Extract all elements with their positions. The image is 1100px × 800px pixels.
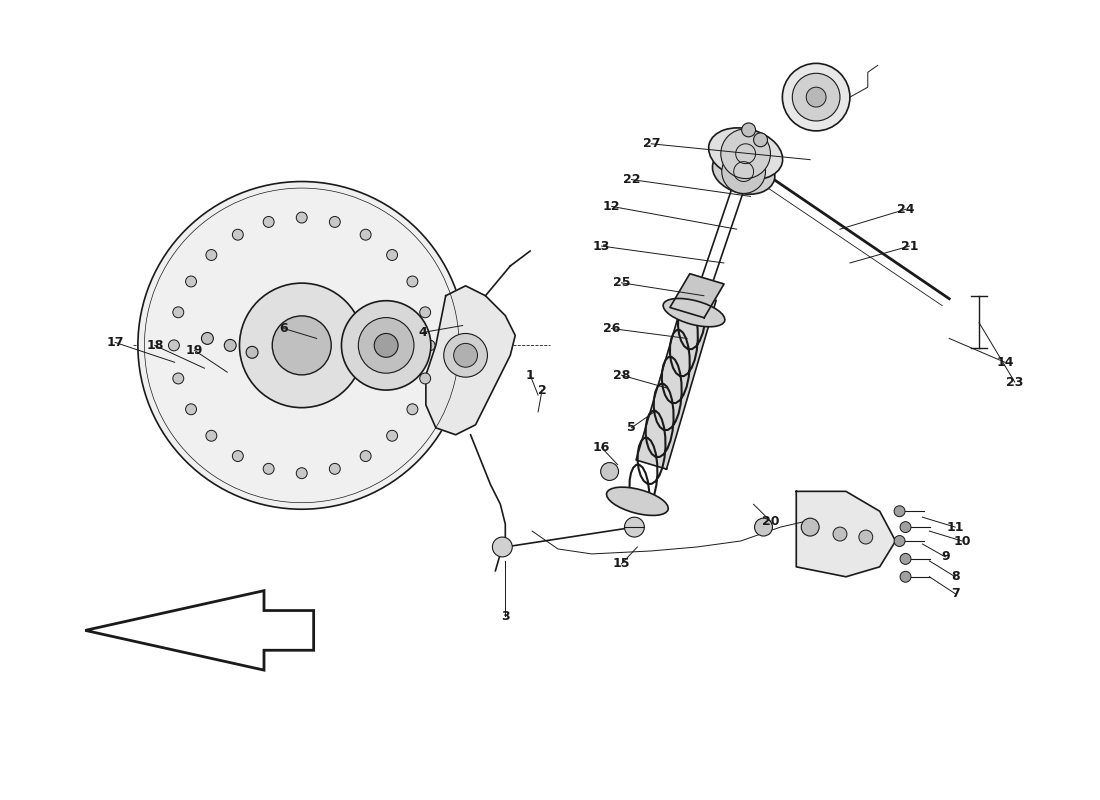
Circle shape	[833, 527, 847, 541]
Text: 10: 10	[954, 534, 971, 547]
Circle shape	[360, 450, 371, 462]
Circle shape	[329, 463, 340, 474]
Circle shape	[173, 307, 184, 318]
Text: 14: 14	[997, 356, 1013, 369]
Circle shape	[741, 123, 756, 137]
Text: 3: 3	[500, 610, 509, 623]
Circle shape	[263, 463, 274, 474]
Circle shape	[232, 230, 243, 240]
Circle shape	[782, 63, 850, 131]
Text: 4: 4	[418, 326, 427, 339]
Text: 9: 9	[940, 550, 949, 563]
Circle shape	[859, 530, 872, 544]
Circle shape	[341, 301, 431, 390]
Circle shape	[420, 373, 430, 384]
Circle shape	[359, 318, 414, 373]
Circle shape	[173, 373, 184, 384]
Text: 20: 20	[761, 514, 779, 528]
Polygon shape	[670, 274, 724, 318]
Circle shape	[453, 343, 477, 367]
Circle shape	[360, 230, 371, 240]
Circle shape	[407, 404, 418, 414]
Circle shape	[625, 517, 645, 537]
Text: 27: 27	[642, 138, 660, 150]
Text: 15: 15	[613, 558, 630, 570]
Circle shape	[801, 518, 820, 536]
Text: 13: 13	[593, 239, 611, 253]
Circle shape	[206, 250, 217, 261]
Circle shape	[263, 217, 274, 227]
Circle shape	[374, 334, 398, 358]
Circle shape	[296, 468, 307, 478]
Circle shape	[296, 212, 307, 223]
Circle shape	[900, 554, 911, 564]
Text: 17: 17	[107, 336, 124, 349]
Circle shape	[272, 316, 331, 375]
Circle shape	[806, 87, 826, 107]
Circle shape	[720, 129, 770, 178]
Text: 19: 19	[186, 344, 204, 357]
Polygon shape	[86, 590, 313, 670]
Text: 28: 28	[613, 369, 630, 382]
Text: 12: 12	[603, 200, 620, 213]
Circle shape	[224, 339, 236, 351]
Circle shape	[493, 537, 513, 557]
Text: 6: 6	[279, 322, 288, 335]
Text: 5: 5	[627, 422, 636, 434]
Text: 21: 21	[901, 239, 918, 253]
Text: 7: 7	[950, 587, 959, 600]
Ellipse shape	[713, 149, 774, 194]
Circle shape	[755, 518, 772, 536]
Text: 11: 11	[946, 521, 964, 534]
Circle shape	[425, 340, 435, 351]
Circle shape	[894, 506, 905, 517]
Circle shape	[792, 74, 840, 121]
Polygon shape	[636, 291, 716, 469]
Polygon shape	[426, 286, 515, 434]
Circle shape	[186, 404, 197, 414]
Text: 8: 8	[950, 570, 959, 583]
Text: 22: 22	[623, 173, 640, 186]
Circle shape	[186, 276, 197, 287]
Circle shape	[240, 283, 364, 408]
Text: 25: 25	[613, 276, 630, 290]
Circle shape	[722, 150, 766, 194]
Text: 1: 1	[526, 369, 535, 382]
Text: 16: 16	[593, 441, 611, 454]
Circle shape	[206, 430, 217, 442]
Ellipse shape	[708, 128, 782, 180]
Text: 23: 23	[1006, 376, 1023, 389]
Circle shape	[168, 340, 179, 351]
Circle shape	[407, 276, 418, 287]
Circle shape	[754, 133, 768, 146]
Text: 2: 2	[538, 383, 547, 397]
Text: 26: 26	[603, 322, 620, 335]
Circle shape	[201, 333, 213, 344]
Circle shape	[900, 522, 911, 533]
Circle shape	[138, 182, 465, 510]
Text: 24: 24	[896, 203, 914, 216]
Circle shape	[329, 217, 340, 227]
Polygon shape	[796, 491, 895, 577]
Circle shape	[386, 250, 397, 261]
Circle shape	[420, 307, 430, 318]
Circle shape	[894, 535, 905, 546]
Circle shape	[443, 334, 487, 377]
Circle shape	[601, 462, 618, 481]
Ellipse shape	[663, 298, 725, 326]
Circle shape	[246, 346, 258, 358]
Circle shape	[386, 430, 397, 442]
Circle shape	[900, 571, 911, 582]
Circle shape	[232, 450, 243, 462]
Text: 18: 18	[146, 339, 164, 352]
Ellipse shape	[606, 487, 668, 515]
